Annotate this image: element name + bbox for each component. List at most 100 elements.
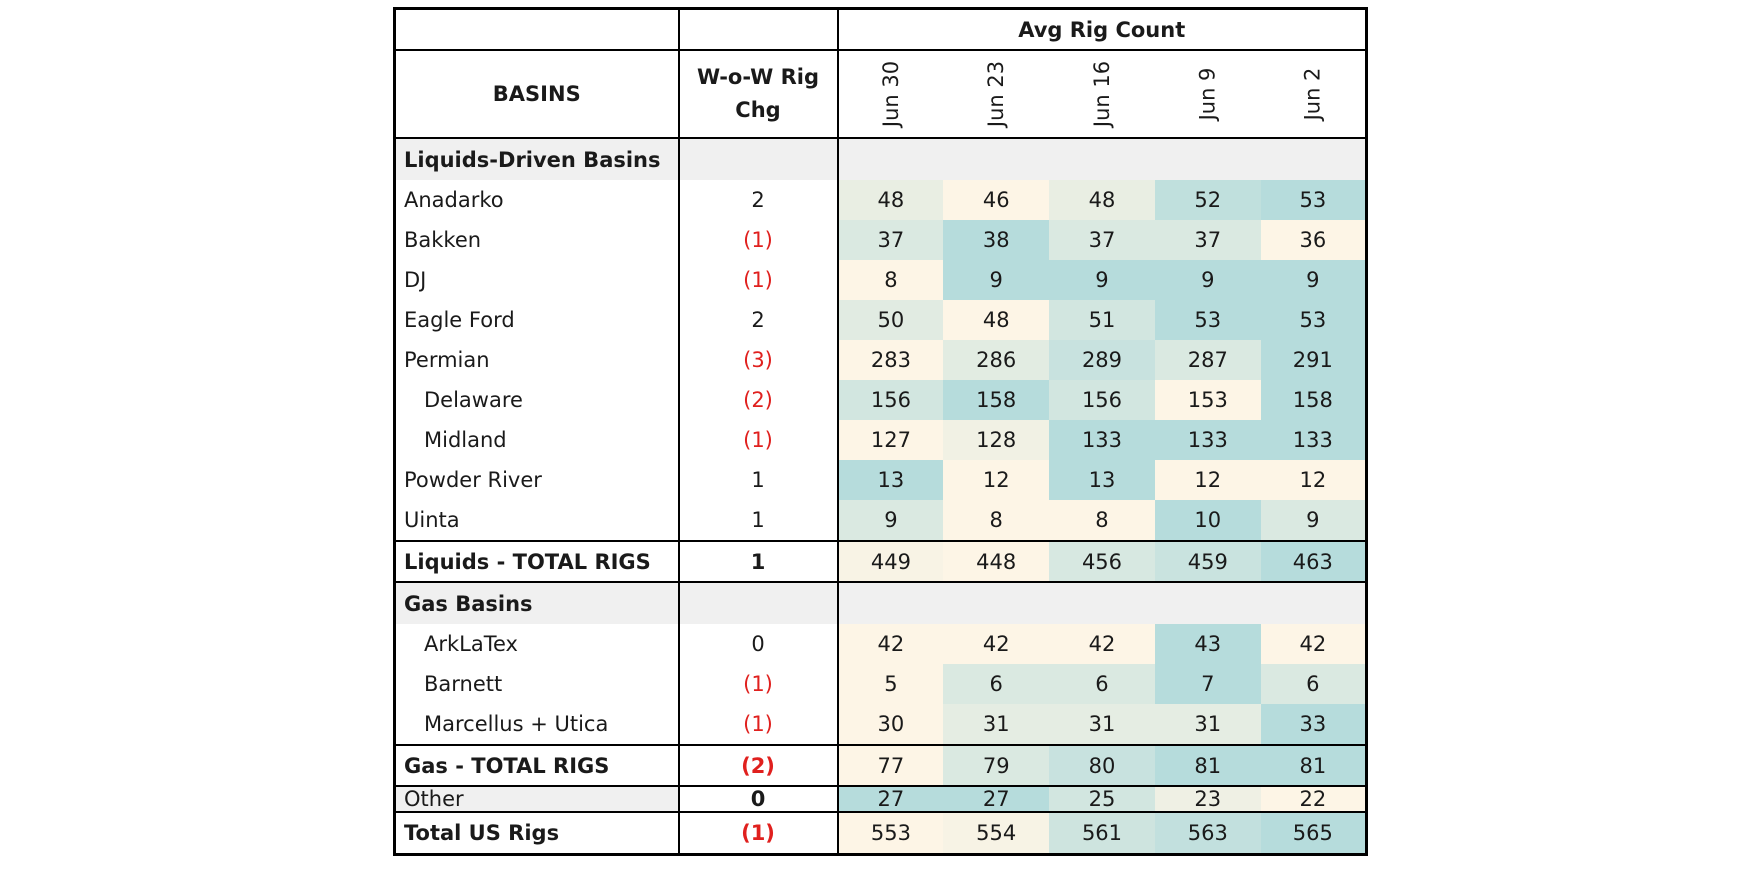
rig-count-cell: 36 <box>1260 220 1367 260</box>
rig-count-cell: 9 <box>1260 500 1367 541</box>
rig-count-cell: 128 <box>943 420 1050 460</box>
total-row: Gas - TOTAL RIGS (2) 77 79 80 81 81 <box>394 744 1367 787</box>
table-row: Eagle Ford 2 50 48 51 53 53 <box>394 300 1367 340</box>
rig-count-cell: 42 <box>837 624 944 664</box>
wow-chg-value: (1) <box>678 664 839 704</box>
rig-count-cell: 31 <box>943 704 1050 745</box>
other-row: Other 0 27 27 25 23 22 <box>394 786 1367 812</box>
rig-count-cell: 81 <box>1260 744 1367 787</box>
rig-count-cell: 554 <box>943 811 1050 855</box>
basin-label: Total US Rigs <box>394 811 680 855</box>
rig-count-cell: 8 <box>943 500 1050 541</box>
rig-count-cell: 13 <box>837 460 944 500</box>
section-row: Gas Basins <box>394 582 1367 624</box>
rig-count-cell: 158 <box>943 380 1050 420</box>
rig-count-cell: 158 <box>1260 380 1367 420</box>
basin-label: Marcellus + Utica <box>394 704 680 745</box>
rig-count-cell: 565 <box>1260 811 1367 855</box>
rig-count-cell: 9 <box>837 500 944 541</box>
section-label: Liquids-Driven Basins <box>394 138 680 180</box>
rig-count-cell: 133 <box>1049 420 1155 460</box>
week-label: Jun 30 <box>878 60 903 128</box>
rig-count-cell: 31 <box>1049 704 1155 745</box>
rig-count-cell: 53 <box>1260 300 1367 340</box>
basin-label: Permian <box>394 340 680 380</box>
rig-count-cell: 463 <box>1260 540 1367 583</box>
rig-count-cell: 291 <box>1260 340 1367 380</box>
rig-count-cell: 449 <box>837 540 944 583</box>
section-chg-blank <box>678 582 839 624</box>
rig-count-cell: 561 <box>1049 811 1155 855</box>
basins-column-header: BASINS <box>394 50 680 139</box>
section-values-blank <box>837 582 1367 624</box>
rig-count-cell: 42 <box>1260 624 1367 664</box>
rig-count-cell: 25 <box>1049 786 1155 812</box>
basin-label: Anadarko <box>394 180 680 220</box>
week-label: Jun 2 <box>1300 67 1325 121</box>
rig-count-cell: 153 <box>1154 380 1261 420</box>
rig-count-cell: 9 <box>1154 260 1261 300</box>
week-header: Jun 9 <box>1154 50 1261 139</box>
total-row: Liquids - TOTAL RIGS 1 449 448 456 459 463 <box>394 540 1367 583</box>
basin-label: Delaware <box>394 380 680 420</box>
table-row: Anadarko 2 48 46 48 52 53 <box>394 180 1367 220</box>
week-header: Jun 16 <box>1049 50 1155 139</box>
wow-chg-value: 1 <box>678 460 839 500</box>
table-row: Marcellus + Utica (1) 30 31 31 31 33 <box>394 704 1367 745</box>
rig-count-cell: 42 <box>1049 624 1155 664</box>
table-body: Liquids-Driven Basins Anadarko 2 48 46 48 52 53… <box>394 138 1367 855</box>
wow-chg-header-text: W-o-W Rig Chg <box>696 65 819 122</box>
basin-label: Eagle Ford <box>394 300 680 340</box>
rig-count-cell: 127 <box>837 420 944 460</box>
basin-label: Barnett <box>394 664 680 704</box>
table-row: Bakken (1) 37 38 37 37 36 <box>394 220 1367 260</box>
rig-count-cell: 8 <box>837 260 944 300</box>
rig-count-cell: 448 <box>943 540 1050 583</box>
rig-count-cell: 51 <box>1049 300 1155 340</box>
rig-count-cell: 42 <box>943 624 1050 664</box>
rig-count-cell: 30 <box>837 704 944 745</box>
rig-count-cell: 12 <box>943 460 1050 500</box>
section-values-blank <box>837 138 1367 180</box>
rig-count-cell: 53 <box>1154 300 1261 340</box>
rig-count-cell: 289 <box>1049 340 1155 380</box>
basin-label: Liquids - TOTAL RIGS <box>394 540 680 583</box>
rig-count-cell: 12 <box>1154 460 1261 500</box>
rig-count-cell: 133 <box>1260 420 1367 460</box>
rig-count-cell: 12 <box>1260 460 1367 500</box>
wow-chg-value: (1) <box>678 260 839 300</box>
rig-count-cell: 48 <box>943 300 1050 340</box>
rig-count-cell: 37 <box>1049 220 1155 260</box>
rig-count-cell: 9 <box>1260 260 1367 300</box>
rig-count-cell: 8 <box>1049 500 1155 541</box>
basin-label: Uinta <box>394 500 680 541</box>
rig-count-cell: 459 <box>1154 540 1261 583</box>
rig-count-cell: 48 <box>837 180 944 220</box>
wow-chg-value: 2 <box>678 300 839 340</box>
rig-count-cell: 156 <box>1049 380 1155 420</box>
table-row: ArkLaTex 0 42 42 42 43 42 <box>394 624 1367 664</box>
week-header: Jun 30 <box>837 50 944 139</box>
rig-count-cell: 6 <box>943 664 1050 704</box>
rig-count-cell: 133 <box>1154 420 1261 460</box>
rig-count-cell: 563 <box>1154 811 1261 855</box>
wow-chg-value: (1) <box>678 420 839 460</box>
rig-count-cell: 43 <box>1154 624 1261 664</box>
table-row: Permian (3) 283 286 289 287 291 <box>394 340 1367 380</box>
wow-chg-value: 0 <box>678 624 839 664</box>
basin-label: Gas - TOTAL RIGS <box>394 744 680 787</box>
week-label: Jun 23 <box>984 60 1009 128</box>
table-row: DJ (1) 8 9 9 9 9 <box>394 260 1367 300</box>
rig-count-cell: 52 <box>1154 180 1261 220</box>
basin-label: DJ <box>394 260 680 300</box>
wow-chg-value: (1) <box>678 811 839 855</box>
week-header: Jun 23 <box>943 50 1050 139</box>
rig-count-cell: 37 <box>1154 220 1261 260</box>
rig-count-cell: 23 <box>1154 786 1261 812</box>
rig-count-cell: 38 <box>943 220 1050 260</box>
grand-row: Total US Rigs (1) 553 554 561 563 565 <box>394 811 1367 855</box>
rig-count-cell: 37 <box>837 220 944 260</box>
header-corner-basins <box>394 8 680 51</box>
wow-chg-value: (2) <box>678 744 839 787</box>
rig-count-cell: 80 <box>1049 744 1155 787</box>
